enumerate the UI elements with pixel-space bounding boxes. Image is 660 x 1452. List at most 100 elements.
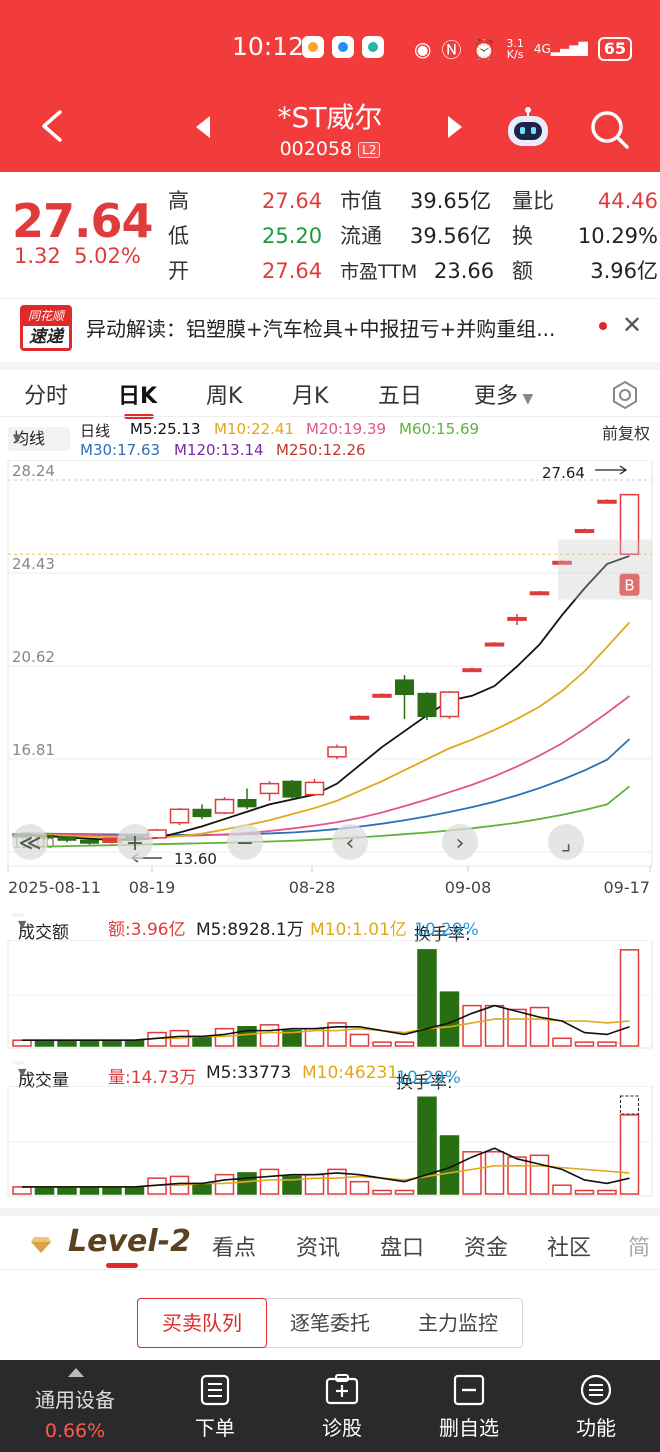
control-glyph: › — [456, 831, 465, 856]
volume-bar — [192, 1035, 212, 1047]
close-icon[interactable]: ✕ — [622, 311, 643, 339]
volume-bar — [282, 1029, 302, 1047]
battery-icon: 65 — [597, 36, 632, 61]
candle-body — [80, 839, 99, 844]
remove-watchlist-button[interactable]: 删自选 — [414, 1360, 524, 1452]
next-icon[interactable]: › — [442, 824, 478, 860]
diagnose-icon — [325, 1374, 359, 1405]
y-tick-label: 28.24 — [12, 462, 55, 480]
tab-weekly-k[interactable]: 周K — [206, 384, 243, 409]
prev-icon[interactable]: ‹ — [332, 824, 368, 860]
ma5-line — [22, 1147, 630, 1188]
amount-value: 额:3.96亿 — [108, 920, 186, 940]
candle — [395, 675, 414, 719]
robot-assistant-icon[interactable] — [505, 106, 551, 148]
back-arrow-icon[interactable] — [38, 110, 64, 142]
function-button[interactable]: 功能 — [541, 1360, 651, 1452]
indicator-selector[interactable]: 均线 ▼ — [8, 427, 70, 451]
ma-legend: 均线 ▼ 日线 M5:25.13 M10:22.41 M20:19.39 M60… — [0, 416, 660, 460]
scroll-left-icon[interactable]: ≪ — [12, 824, 48, 860]
amount-selector[interactable]: 成交额 ▼ — [12, 913, 69, 943]
tab-timeshare[interactable]: 分时 — [24, 384, 69, 409]
volume-bar — [214, 1027, 235, 1047]
tab-five-day[interactable]: 五日 — [378, 384, 423, 409]
float-label: 流通 — [340, 224, 382, 248]
adjust-mode[interactable]: 前复权 — [601, 424, 650, 443]
volume-bar — [597, 1189, 617, 1195]
prev-stock-icon[interactable] — [196, 116, 210, 138]
zoom-in-icon[interactable]: + — [117, 824, 153, 860]
quote-col-6: 44.46 10.29% 3.96亿 — [578, 184, 658, 289]
tab-monthly-k[interactable]: 月K — [292, 384, 329, 409]
tab-level2[interactable]: Level-2 — [68, 1224, 191, 1259]
dropdown-icon: ▼ — [18, 1066, 27, 1079]
news-headline[interactable]: 异动解读：铝塑膜+汽车检具+中报扭亏+并购重组... — [86, 317, 556, 341]
candle — [529, 590, 550, 596]
control-bg — [442, 824, 478, 860]
ma10-value: M10:22.41 — [214, 420, 295, 438]
remove-icon — [453, 1374, 485, 1406]
tab-main-force[interactable]: 主力监控 — [418, 1311, 498, 1335]
ma250-value: M250:12.26 — [276, 441, 366, 459]
expand-icon — [68, 1368, 84, 1377]
open-label: 开 — [168, 259, 189, 283]
tab-more[interactable]: 更多 ▼ — [474, 384, 534, 409]
mktcap-label: 市值 — [340, 189, 382, 213]
fullscreen-icon[interactable]: ⌟ — [548, 824, 584, 860]
quote-col-2: 27.64 25.20 27.64 — [262, 184, 322, 289]
diagnose-button[interactable]: 诊股 — [287, 1360, 397, 1452]
tab-community[interactable]: 社区 — [547, 1236, 592, 1261]
buy-marker: B — [624, 577, 634, 595]
ma30-line — [21, 738, 631, 836]
volume-bar — [282, 1175, 302, 1195]
volume-bar — [327, 1168, 347, 1195]
control-bg — [227, 824, 263, 860]
volume-bar — [192, 1182, 212, 1195]
tab-bid-ask-queue[interactable]: 买卖队列 — [137, 1298, 267, 1348]
search-icon[interactable] — [588, 108, 630, 150]
volume-bar — [57, 1186, 77, 1195]
volume-bar — [439, 991, 460, 1047]
volume-bar — [124, 1186, 145, 1195]
volume-bar — [507, 1008, 527, 1047]
zoom-out-icon[interactable]: − — [227, 824, 263, 860]
current-price: 27.64 — [12, 194, 154, 248]
tab-funds[interactable]: 资金 — [464, 1236, 509, 1261]
candle-body — [417, 692, 437, 718]
message-notification-icon — [332, 36, 354, 58]
status-bar: 10:12 ◉ Ⓝ ⏰ 3.1 K/s 4G▂▄▆█ 65 — [0, 32, 660, 68]
pe-label: 市盈TTM — [340, 261, 418, 283]
volume-legend: 成交量 ▼ 量:14.73万 M5:33773 M10:46231 换手率: 10… — [0, 1058, 660, 1093]
tab-brief[interactable]: 简 — [628, 1236, 651, 1261]
high-arrow-head — [619, 465, 628, 475]
tab-news[interactable]: 资讯 — [296, 1236, 341, 1261]
tab-daily-k[interactable]: 日K — [118, 384, 158, 409]
volume-bar — [237, 1172, 257, 1195]
next-stock-icon[interactable] — [448, 116, 462, 138]
header-bar: 10:12 ◉ Ⓝ ⏰ 3.1 K/s 4G▂▄▆█ 65 *ST威尔 00205… — [0, 0, 660, 172]
quote-panel: 27.64 1.32 5.02% 高 低 开 27.64 25.20 27.64… — [0, 172, 660, 290]
amount-chart — [7, 940, 653, 1049]
ma5-line — [21, 555, 630, 841]
settings-icon[interactable] — [610, 380, 640, 410]
tab-tick-orders[interactable]: 逐笔委托 — [290, 1311, 370, 1335]
candle-body — [395, 679, 414, 696]
volume-chart — [7, 1086, 653, 1197]
volume-bar — [349, 1180, 370, 1195]
order-button[interactable]: 下单 — [160, 1360, 270, 1452]
tab-orderbook[interactable]: 盘口 — [380, 1236, 425, 1261]
volume-selector[interactable]: 成交量 ▼ — [12, 1061, 69, 1091]
low-label: 低 — [168, 224, 189, 248]
candlestick-chart[interactable]: 28.2424.4320.6216.8113.00B27.6413.60≪+−‹… — [0, 460, 660, 908]
tab-highlights[interactable]: 看点 — [212, 1236, 257, 1261]
sector-change: 0.66% — [44, 1420, 106, 1442]
ma5-value: M5:25.13 — [130, 420, 201, 438]
candle-body — [57, 836, 77, 841]
news-ticker[interactable]: 同花顺 速递 异动解读：铝塑膜+汽车检具+中报扭亏+并购重组... ✕ — [0, 298, 660, 356]
volume-bar — [394, 1189, 415, 1195]
volume-m10: M10:46231 — [302, 1063, 399, 1083]
amount-value: 3.96亿 — [590, 259, 658, 283]
volume-bar — [34, 1186, 55, 1195]
quote-col-5: 量比 换 额 — [512, 184, 554, 289]
volume-bar — [417, 949, 437, 1047]
